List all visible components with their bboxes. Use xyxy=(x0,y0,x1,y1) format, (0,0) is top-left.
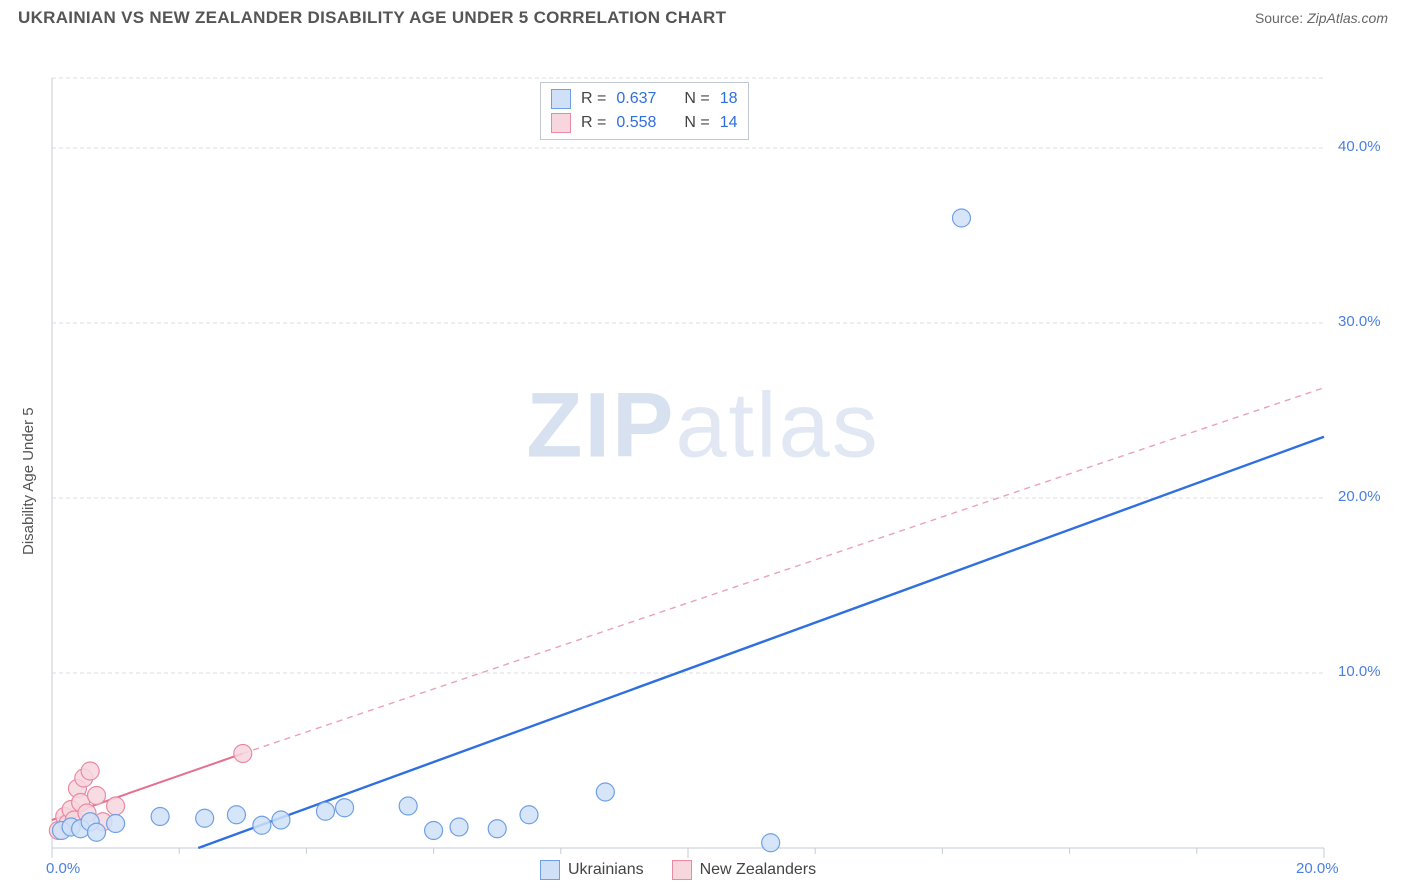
legend-item: New Zealanders xyxy=(672,860,817,880)
y-tick-label: 30.0% xyxy=(1338,313,1381,330)
scatter-plot-svg xyxy=(0,34,1406,886)
legend-label: New Zealanders xyxy=(700,861,817,879)
source-name: ZipAtlas.com xyxy=(1307,10,1388,26)
n-value: 14 xyxy=(720,114,738,132)
n-label: N = xyxy=(684,114,709,132)
r-label: R = xyxy=(581,90,606,108)
y-tick-label: 40.0% xyxy=(1338,138,1381,155)
series-legend: Ukrainians New Zealanders xyxy=(540,860,816,880)
stats-row: R = 0.637 N = 18 xyxy=(551,87,738,111)
header: UKRAINIAN VS NEW ZEALANDER DISABILITY AG… xyxy=(0,0,1406,34)
series-swatch xyxy=(672,860,692,880)
legend-item: Ukrainians xyxy=(540,860,644,880)
source-credit: Source: ZipAtlas.com xyxy=(1255,10,1388,26)
x-tick-label: 20.0% xyxy=(1296,860,1339,877)
y-tick-label: 20.0% xyxy=(1338,488,1381,505)
r-value: 0.558 xyxy=(616,114,656,132)
chart-area: ZIPatlas R =0.637N =18R =0.558N =14 Disa… xyxy=(0,34,1406,886)
correlation-stats-box: R = 0.637 N = 18 R = 0.558 N = 14 xyxy=(540,82,749,140)
legend-label: Ukrainians xyxy=(568,861,644,879)
series-swatch xyxy=(551,113,571,133)
chart-title: UKRAINIAN VS NEW ZEALANDER DISABILITY AG… xyxy=(18,8,726,28)
source-prefix: Source: xyxy=(1255,10,1307,26)
y-tick-label: 10.0% xyxy=(1338,663,1381,680)
stats-row: R = 0.558 N = 14 xyxy=(551,111,738,135)
n-value: 18 xyxy=(720,90,738,108)
r-value: 0.637 xyxy=(616,90,656,108)
series-swatch xyxy=(551,89,571,109)
series-swatch xyxy=(540,860,560,880)
y-axis-label: Disability Age Under 5 xyxy=(20,408,37,556)
x-tick-label: 0.0% xyxy=(46,860,80,877)
r-label: R = xyxy=(581,114,606,132)
n-label: N = xyxy=(684,90,709,108)
